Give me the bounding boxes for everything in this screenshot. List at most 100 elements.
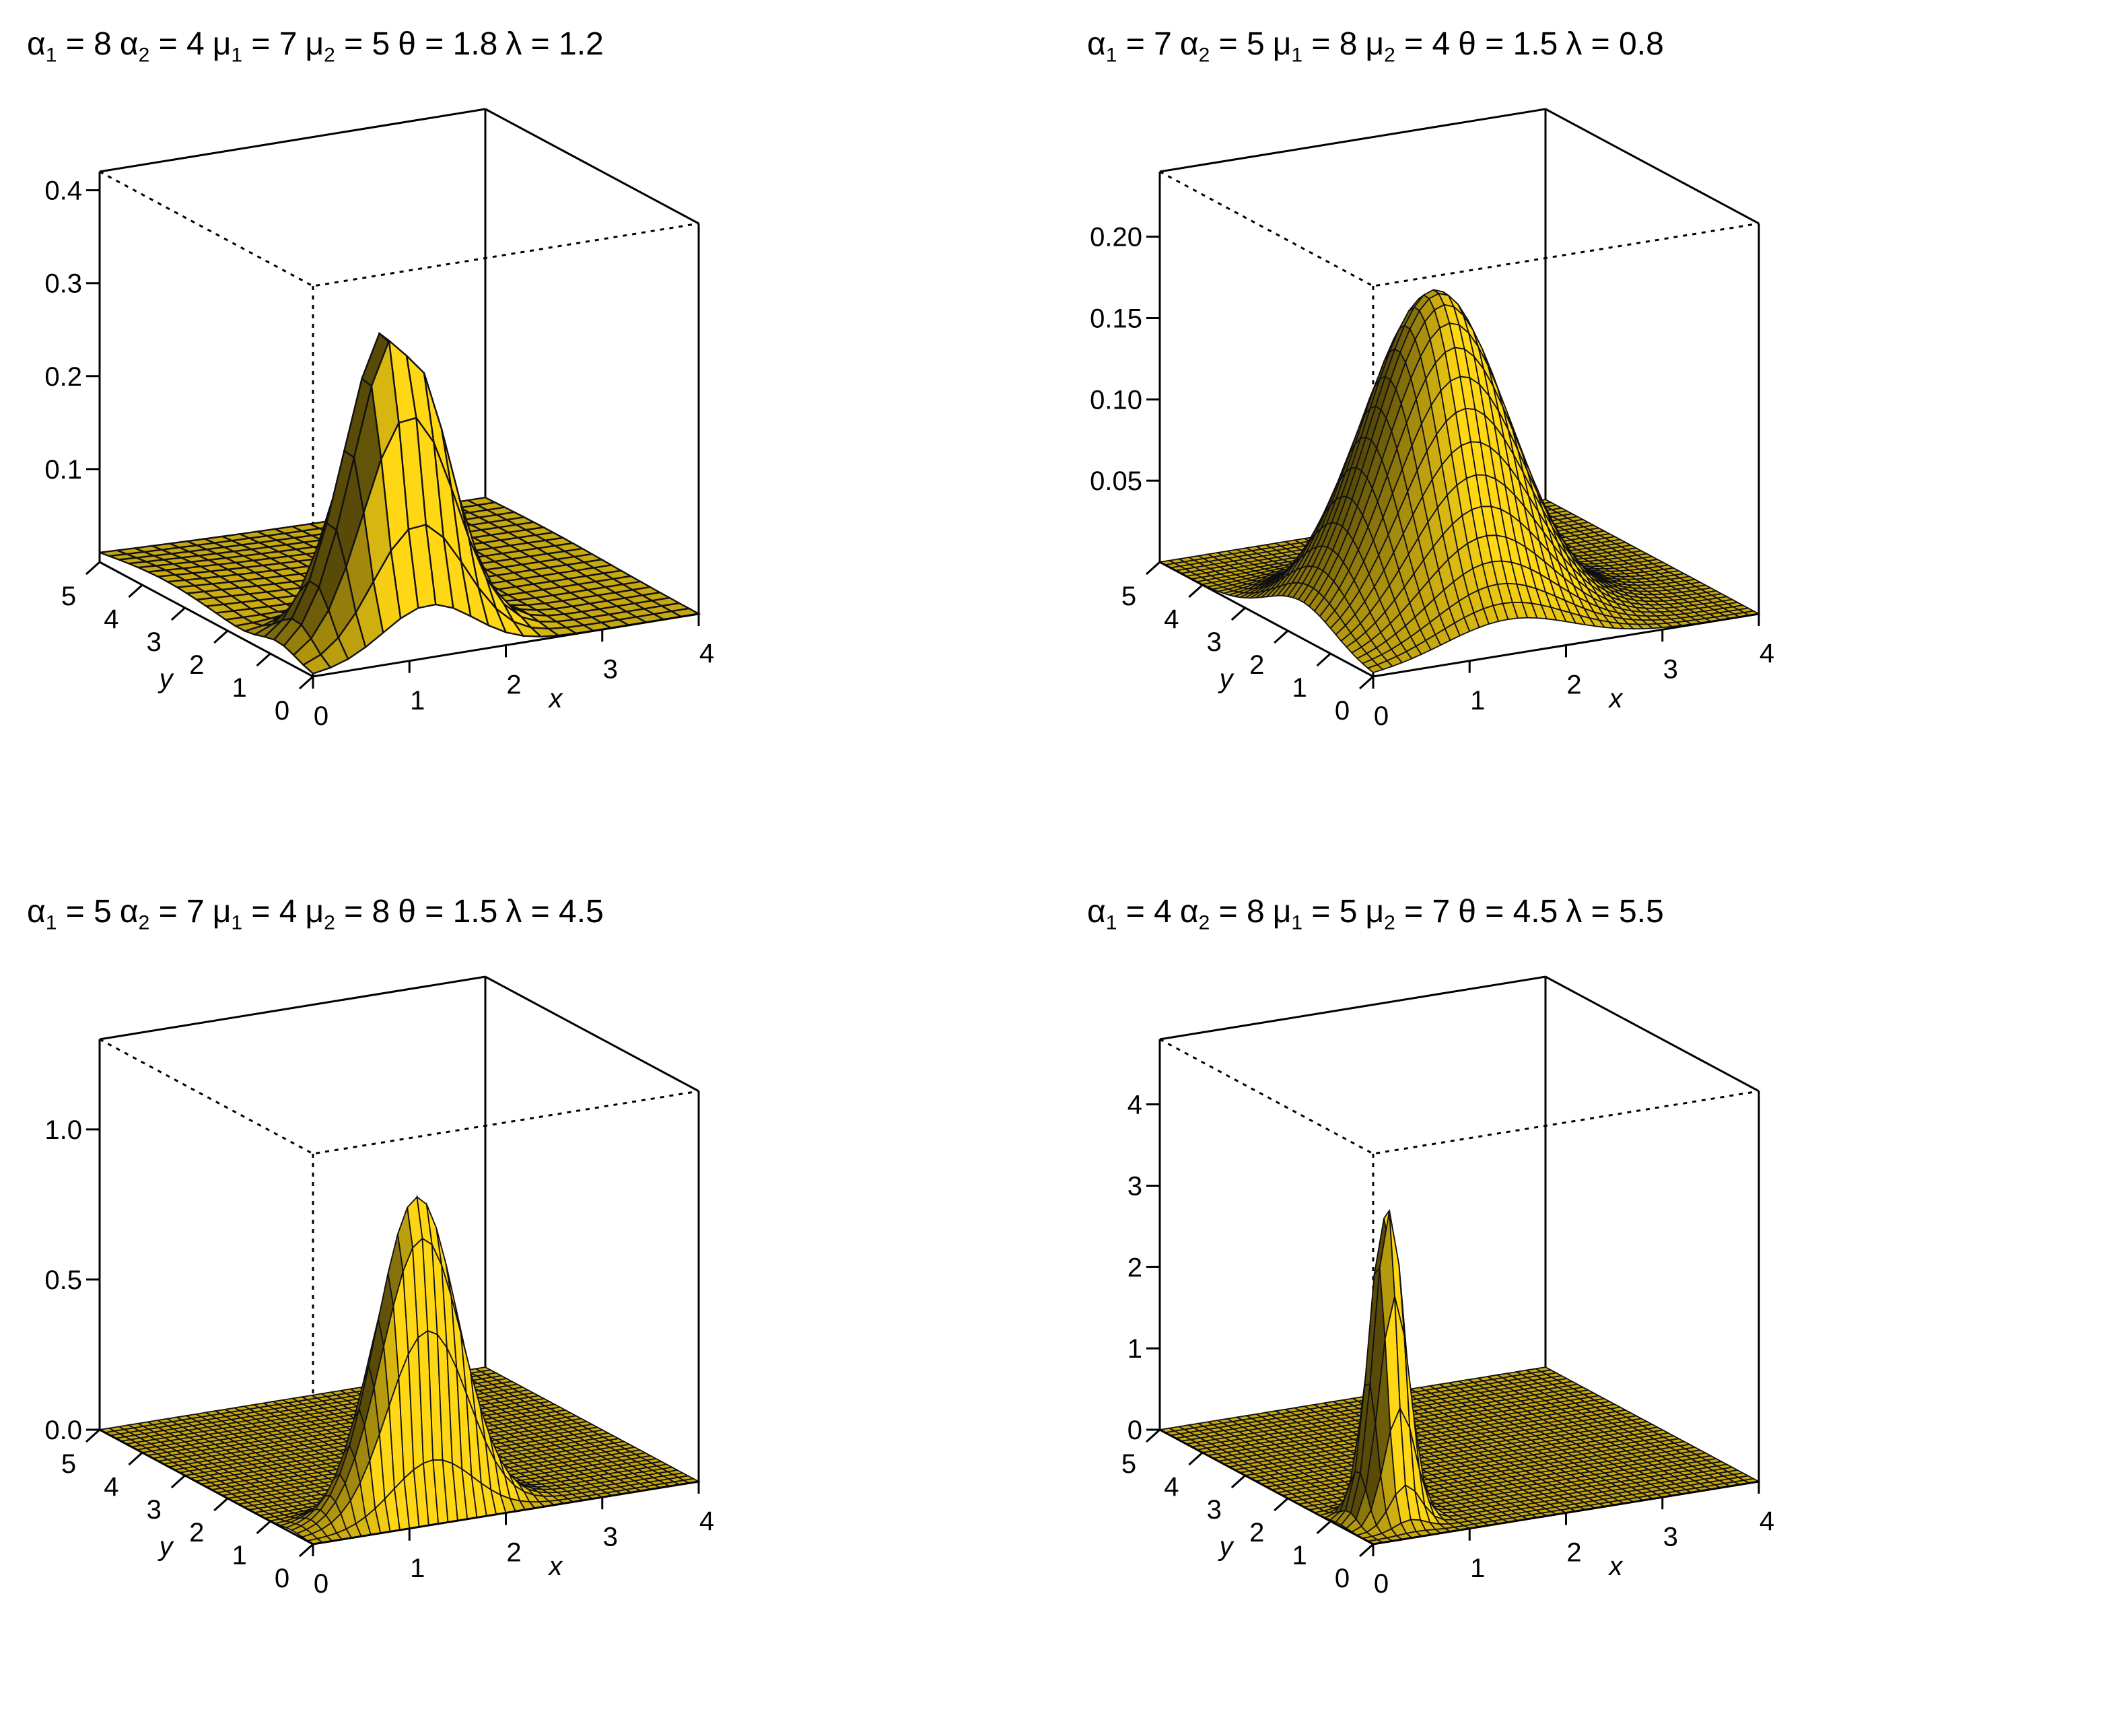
y-tick bbox=[1358, 675, 1375, 690]
y-tick-label: 2 bbox=[1249, 650, 1264, 680]
title-param: α1 = 4 bbox=[1087, 894, 1172, 934]
z-tick-label: 0.4 bbox=[44, 176, 82, 206]
x-tick-label: 0 bbox=[314, 1569, 328, 1599]
y-tick bbox=[213, 1497, 229, 1512]
y-tick-label: 5 bbox=[61, 1449, 76, 1479]
y-tick bbox=[298, 1543, 314, 1558]
y-axis-label: y bbox=[158, 1532, 175, 1562]
y-tick bbox=[1230, 606, 1246, 621]
title-param: μ1 = 8 bbox=[1272, 26, 1358, 67]
x-tick-label: 0 bbox=[314, 701, 328, 731]
box-edge-hidden bbox=[1159, 170, 1760, 287]
box-edge bbox=[99, 108, 486, 173]
box-edge-hidden bbox=[1159, 1038, 1760, 1155]
y-tick bbox=[1145, 561, 1161, 576]
box-edge bbox=[1159, 108, 1546, 173]
y-tick-label: 5 bbox=[1121, 582, 1136, 611]
x-tick-label: 4 bbox=[699, 1506, 714, 1536]
surface-mesh bbox=[98, 1195, 701, 1545]
x-tick-label: 2 bbox=[1566, 670, 1581, 700]
surface-mesh bbox=[1158, 289, 1761, 674]
y-tick bbox=[170, 606, 186, 621]
title-param: θ = 1.5 bbox=[398, 894, 498, 930]
x-axis-label: x bbox=[1607, 684, 1624, 714]
title-param: α2 = 4 bbox=[119, 26, 205, 67]
y-tick-label: 2 bbox=[189, 650, 204, 680]
x-tick-label: 3 bbox=[1663, 654, 1678, 684]
title-param: θ = 1.8 bbox=[398, 26, 498, 62]
title-param: λ = 4.5 bbox=[506, 894, 604, 930]
y-tick bbox=[1316, 652, 1331, 667]
z-tick-label: 0.1 bbox=[44, 455, 82, 485]
z-tick-label: 1.0 bbox=[44, 1115, 82, 1145]
x-tick-label: 1 bbox=[410, 1554, 425, 1583]
y-tick bbox=[128, 1451, 143, 1466]
y-tick bbox=[298, 675, 314, 690]
title-param: μ2 = 7 bbox=[1365, 894, 1451, 934]
x-tick-label: 2 bbox=[506, 1538, 521, 1568]
y-tick-label: 1 bbox=[232, 1541, 246, 1570]
box-edge bbox=[1545, 975, 1760, 1092]
y-tick bbox=[256, 652, 271, 667]
title-param: λ = 1.2 bbox=[506, 26, 604, 62]
box-edge bbox=[485, 975, 699, 1092]
bounding-box bbox=[98, 108, 700, 614]
z-tick-label: 0.5 bbox=[44, 1265, 82, 1295]
y-tick-label: 4 bbox=[104, 604, 118, 634]
surface-mesh bbox=[99, 331, 701, 675]
y-tick-label: 3 bbox=[1207, 627, 1222, 657]
y-tick-label: 5 bbox=[61, 582, 76, 611]
title-param: μ2 = 8 bbox=[305, 894, 390, 934]
title-param: λ = 0.8 bbox=[1566, 26, 1664, 62]
title-param: α1 = 7 bbox=[1087, 26, 1172, 67]
box-edge bbox=[99, 1428, 314, 1546]
y-tick-label: 0 bbox=[275, 696, 289, 726]
title-param: μ1 = 4 bbox=[212, 894, 298, 934]
bounding-box bbox=[98, 975, 700, 1482]
box-edge bbox=[99, 975, 486, 1041]
z-tick-label: 0.10 bbox=[1090, 385, 1142, 415]
x-tick-label: 1 bbox=[410, 686, 425, 716]
y-tick bbox=[1188, 584, 1204, 598]
y-tick bbox=[85, 1428, 101, 1443]
y-tick-label: 0 bbox=[275, 1564, 289, 1593]
y-tick-label: 3 bbox=[147, 627, 162, 657]
y-tick-label: 4 bbox=[1164, 604, 1179, 634]
y-tick-label: 2 bbox=[189, 1518, 204, 1548]
y-tick-label: 3 bbox=[147, 1495, 162, 1525]
y-axis-label: y bbox=[1218, 664, 1235, 694]
y-tick bbox=[128, 584, 143, 598]
z-tick-label: 0.15 bbox=[1090, 304, 1142, 334]
y-axis-label: y bbox=[158, 664, 175, 694]
box-edge bbox=[1159, 975, 1546, 1041]
surface-mesh bbox=[1158, 1209, 1761, 1545]
x-tick-label: 4 bbox=[699, 639, 714, 668]
z-tick-label: 0.20 bbox=[1090, 223, 1142, 252]
title-param: α1 = 8 bbox=[27, 26, 112, 67]
box-edge-hidden bbox=[99, 1038, 699, 1155]
title-param: α2 = 5 bbox=[1179, 26, 1265, 67]
x-tick-label: 0 bbox=[1374, 701, 1389, 731]
y-tick bbox=[213, 629, 229, 644]
x-tick-label: 2 bbox=[506, 670, 521, 700]
title-param: μ2 = 5 bbox=[305, 26, 390, 67]
box-edge-hidden bbox=[99, 170, 699, 287]
x-tick-label: 1 bbox=[1470, 686, 1485, 716]
x-axis-label: x bbox=[547, 1552, 563, 1581]
title-param: λ = 5.5 bbox=[1566, 894, 1664, 930]
box-edge bbox=[1159, 561, 1374, 678]
title-param: θ = 1.5 bbox=[1458, 26, 1558, 62]
z-tick-label: 0.2 bbox=[44, 362, 82, 392]
y-tick bbox=[256, 1520, 271, 1535]
